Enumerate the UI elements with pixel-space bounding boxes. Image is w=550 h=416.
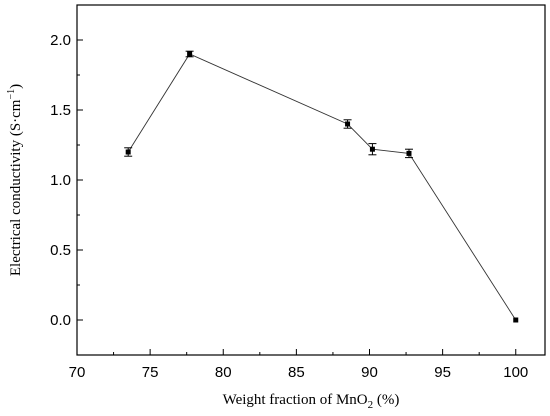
series-group — [124, 50, 519, 323]
plot-frame — [76, 4, 546, 356]
x-tick-label: 85 — [288, 364, 305, 381]
data-point — [187, 51, 193, 57]
x-tick-label: 95 — [434, 364, 451, 381]
x-axis-title: Weight fraction of MnO2 (%) — [223, 392, 400, 411]
data-point — [125, 149, 131, 155]
x-tick-label: 90 — [361, 364, 378, 381]
x-tick-label: 70 — [69, 364, 86, 381]
y-tick-label: 0.5 — [50, 242, 71, 259]
y-tick-label: 2.0 — [50, 32, 71, 49]
y-tick-label: 0.0 — [50, 312, 71, 329]
y-tick-label: 1.5 — [50, 102, 71, 119]
y-tick-label: 1.0 — [50, 172, 71, 189]
data-point — [513, 317, 519, 323]
series-line — [127, 53, 517, 321]
axis-ticks: 70 75 80 85 90 95 100 0.0 0.5 1.0 1.5 2.0 — [50, 4, 528, 381]
data-point — [406, 150, 412, 156]
data-point — [369, 146, 375, 152]
plot-area — [76, 4, 546, 356]
x-tick-label: 75 — [142, 364, 159, 381]
y-axis-title: Electrical conductivity (S·cm−1) — [6, 84, 24, 276]
x-tick-label: 100 — [503, 364, 528, 381]
x-tick-label: 80 — [215, 364, 232, 381]
data-point — [345, 121, 351, 127]
